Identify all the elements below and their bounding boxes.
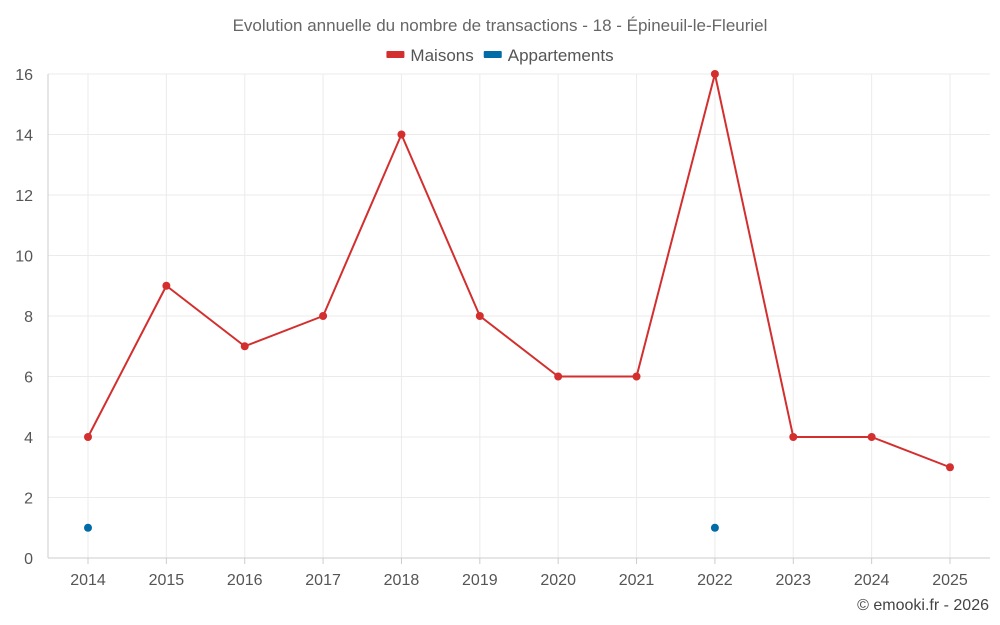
y-tick-label: 4 (24, 430, 33, 447)
legend[interactable]: Maisons Appartements (386, 46, 614, 65)
y-tick-label: 8 (24, 309, 33, 326)
data-point (84, 433, 92, 441)
series-layer (84, 70, 954, 532)
data-point (162, 281, 171, 290)
x-tick-label: 2020 (540, 572, 576, 589)
data-point (867, 433, 876, 441)
x-tick-label: 2019 (462, 572, 498, 589)
grid (48, 73, 990, 559)
data-point (946, 463, 954, 472)
credit-text: © emooki.fr - 2026 (857, 597, 989, 614)
x-tick-label: 2014 (70, 572, 106, 589)
y-tick-label: 12 (15, 188, 33, 205)
y-tick-label: 0 (24, 551, 33, 568)
x-tick-label: 2024 (854, 572, 890, 589)
data-point (710, 70, 719, 78)
x-tick-label: 2021 (619, 572, 655, 589)
data-point (789, 433, 798, 441)
legend-label[interactable]: Appartements (508, 46, 614, 65)
data-point (319, 312, 328, 320)
series-appartements (84, 523, 719, 532)
data-point (397, 130, 406, 139)
series-maisons (84, 70, 954, 472)
x-tick-label: 2025 (932, 572, 968, 589)
series-line-maisons (87, 73, 951, 469)
y-tick-label: 6 (24, 370, 33, 387)
axes: 0 2 4 6 8 10 12 14 16 2014 2015 2016 2017 2018 2019 202… (15, 67, 990, 589)
legend-swatch (483, 51, 502, 58)
data-point (554, 372, 563, 381)
x-tick-label: 2022 (697, 572, 733, 589)
y-tick-label: 2 (24, 491, 33, 508)
x-tick-label: 2017 (305, 572, 341, 589)
y-tick-label: 14 (15, 128, 33, 145)
legend-label[interactable]: Maisons (410, 46, 473, 65)
data-point (710, 523, 719, 532)
data-point (84, 523, 92, 532)
y-tick-label: 16 (15, 67, 33, 84)
x-tick-label: 2016 (227, 572, 263, 589)
data-point (475, 312, 484, 320)
data-point (632, 372, 641, 381)
x-tick-label: 2018 (384, 572, 420, 589)
x-tick-label: 2015 (149, 572, 185, 589)
x-tick-label: 2023 (775, 572, 811, 589)
chart-title: Evolution annuelle du nombre de transact… (233, 16, 768, 35)
data-point (240, 342, 249, 351)
legend-swatch (386, 51, 405, 58)
y-tick-label: 10 (15, 249, 33, 266)
